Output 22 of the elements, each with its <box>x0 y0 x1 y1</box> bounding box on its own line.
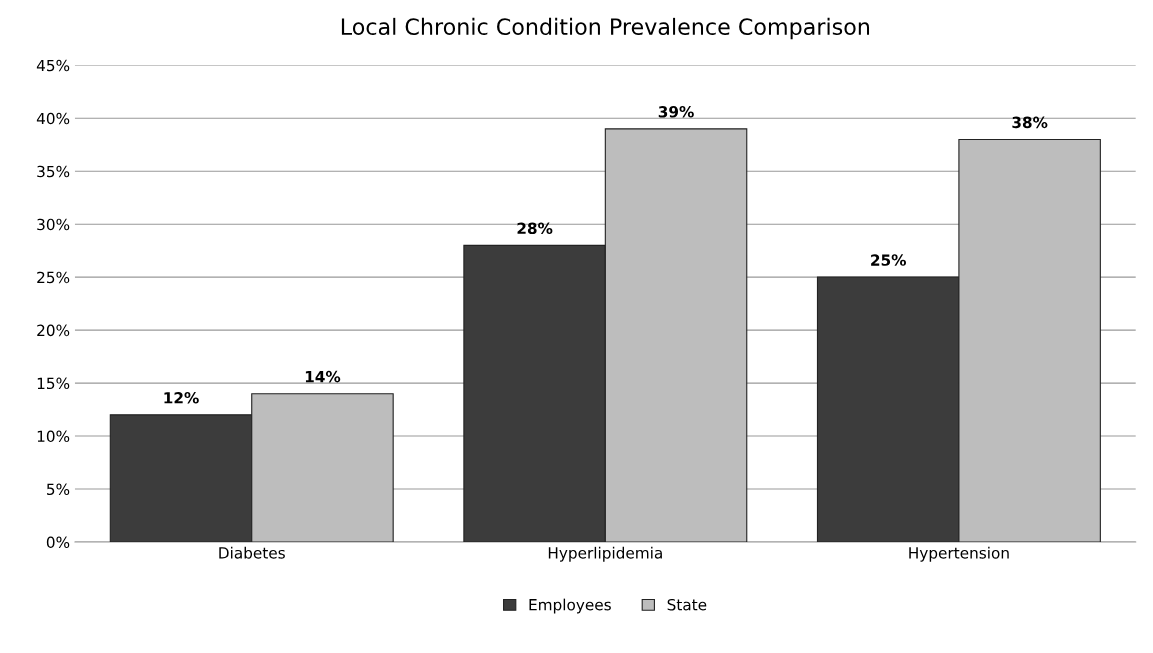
data-label: 39% <box>658 106 694 118</box>
data-label: 28% <box>517 222 553 235</box>
y-tick-label: 35% <box>37 165 70 178</box>
y-tick-label: 0% <box>46 536 70 549</box>
data-label: 12% <box>164 392 199 404</box>
y-tick-label: 15% <box>37 377 70 390</box>
y-tick-label: 20% <box>37 324 70 337</box>
legend-label: Employees <box>529 598 611 614</box>
y-tick-label: 5% <box>47 483 70 496</box>
data-label: 14% <box>305 370 341 383</box>
x-tick-label: Hyperlipidemia <box>548 546 662 562</box>
legend-label: State <box>667 598 707 611</box>
y-tick-label: 45% <box>36 59 70 72</box>
x-tick-label: Hypertension <box>909 546 1009 562</box>
y-tick-label: 10% <box>37 430 70 443</box>
y-tick-label: 25% <box>37 271 70 284</box>
data-label: 25% <box>871 254 906 266</box>
data-label: 38% <box>1012 116 1048 129</box>
y-tick-label: 40% <box>36 112 70 125</box>
y-tick-label: 30% <box>37 218 70 231</box>
chart-title: Local Chronic Condition Prevalence Comparison <box>341 17 870 40</box>
x-tick-label: Diabetes <box>219 546 285 559</box>
